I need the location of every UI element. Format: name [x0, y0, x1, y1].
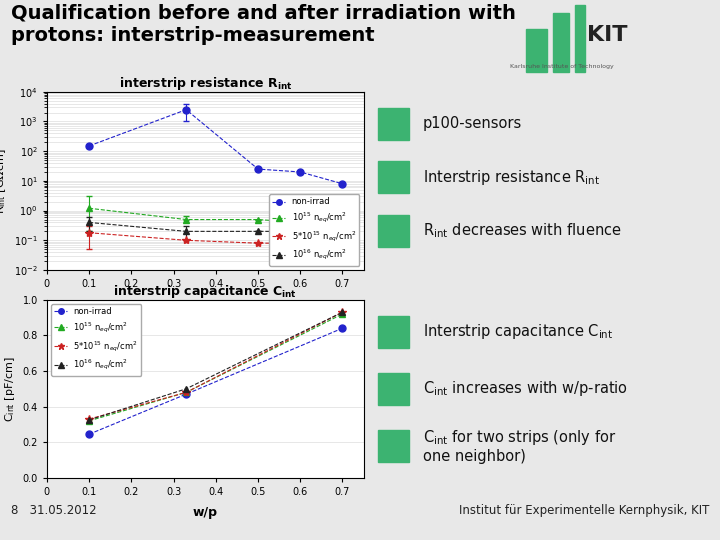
- Title: interstrip resistance R$_\mathregular{int}$: interstrip resistance R$_\mathregular{in…: [119, 75, 292, 92]
- Text: Interstrip resistance R$_\mathregular{int}$: Interstrip resistance R$_\mathregular{in…: [423, 168, 600, 187]
- Text: Interstrip capacitance C$_\mathregular{int}$: Interstrip capacitance C$_\mathregular{i…: [423, 322, 613, 341]
- Bar: [378, 373, 409, 405]
- Bar: [526, 29, 547, 72]
- Title: interstrip capacitance C$_\mathregular{int}$: interstrip capacitance C$_\mathregular{i…: [113, 283, 297, 300]
- Text: 8   31.05.2012: 8 31.05.2012: [11, 504, 96, 517]
- Y-axis label: R$_\mathregular{int}$ [GΩcm]: R$_\mathregular{int}$ [GΩcm]: [0, 148, 9, 214]
- Bar: [378, 316, 409, 348]
- Bar: [378, 430, 409, 462]
- Text: w/p: w/p: [193, 507, 217, 519]
- Text: Karlsruhe Institute of Technology: Karlsruhe Institute of Technology: [510, 64, 613, 69]
- Text: Qualification before and after irradiation with
protons: interstrip-measurement: Qualification before and after irradiati…: [11, 4, 516, 45]
- Legend: non-irrad, 10$^{15}$ n$_{eq}$/cm$^2$, 5*10$^{15}$ n$_{eq}$/cm$^2$, 10$^{16}$ n$_: non-irrad, 10$^{15}$ n$_{eq}$/cm$^2$, 5*…: [269, 194, 359, 266]
- Y-axis label: C$_\mathregular{int}$ [pF/cm]: C$_\mathregular{int}$ [pF/cm]: [3, 356, 17, 422]
- Text: R$_\mathregular{int}$ decreases with fluence: R$_\mathregular{int}$ decreases with flu…: [423, 221, 621, 240]
- Bar: [575, 5, 585, 72]
- Text: C$_\mathregular{int}$ increases with w/p-ratio: C$_\mathregular{int}$ increases with w/p…: [423, 379, 628, 399]
- Bar: [553, 14, 569, 72]
- Text: p100-sensors: p100-sensors: [423, 117, 522, 131]
- Text: Institut für Experimentelle Kernphysik, KIT: Institut für Experimentelle Kernphysik, …: [459, 504, 709, 517]
- Bar: [378, 215, 409, 247]
- Text: w/p: w/p: [193, 299, 217, 312]
- Bar: [378, 161, 409, 193]
- Legend: non-irrad, 10$^{15}$ n$_{eq}$/cm$^2$, 5*10$^{15}$ n$_{eq}$/cm$^2$, 10$^{16}$ n$_: non-irrad, 10$^{15}$ n$_{eq}$/cm$^2$, 5*…: [51, 304, 141, 375]
- Text: KIT: KIT: [587, 25, 627, 45]
- Text: C$_\mathregular{int}$ for two strips (only for
one neighbor): C$_\mathregular{int}$ for two strips (on…: [423, 428, 616, 464]
- Bar: [378, 108, 409, 140]
